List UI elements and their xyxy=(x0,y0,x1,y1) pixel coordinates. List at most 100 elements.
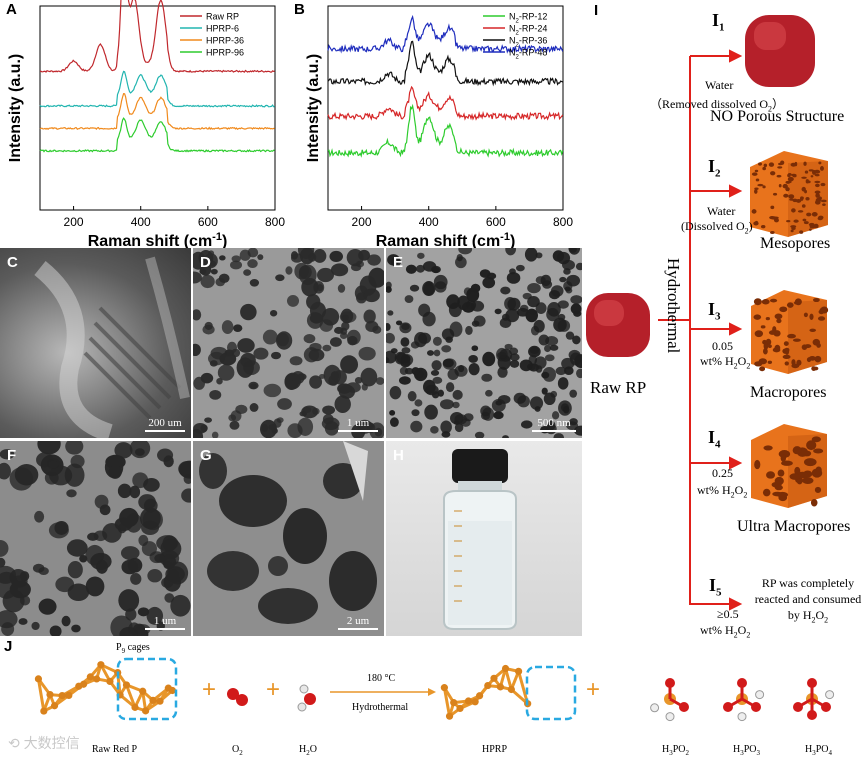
pore xyxy=(37,441,61,455)
pore xyxy=(249,278,260,287)
route-i5-tag: I5 xyxy=(709,575,722,599)
route-i3-result: Macropores xyxy=(750,384,827,401)
route-i3-cond: 0.05 xyxy=(712,339,733,353)
watermark-text: 大数控信 xyxy=(23,735,80,751)
cube-pore xyxy=(751,209,757,214)
pore xyxy=(38,598,57,615)
x-tick-label-1: 400 xyxy=(131,215,151,229)
sem-d-pores xyxy=(193,248,384,438)
h-atom xyxy=(755,690,765,700)
cube-pore xyxy=(784,347,790,353)
pore xyxy=(31,621,40,631)
x-tick-label-2: 600 xyxy=(198,215,218,229)
photo-h: H xyxy=(386,441,582,636)
cube-pore xyxy=(819,166,824,171)
pore xyxy=(557,251,571,265)
cube-pore xyxy=(795,198,802,203)
pore xyxy=(432,376,443,384)
pore xyxy=(329,337,342,347)
h-atom xyxy=(650,703,660,713)
o-atom xyxy=(665,678,675,688)
pore xyxy=(473,315,486,327)
pore xyxy=(430,426,439,434)
panel-label-i: I xyxy=(594,2,599,19)
pore xyxy=(170,594,191,617)
cube-pore xyxy=(776,318,782,324)
pore xyxy=(468,363,480,376)
scheme-j xyxy=(34,657,835,722)
pore xyxy=(430,369,440,376)
pore xyxy=(448,302,462,318)
vial-illustration xyxy=(443,449,517,630)
cube-pore xyxy=(809,313,814,320)
panel-label-a: A xyxy=(6,1,17,18)
cube-pore xyxy=(802,218,807,222)
pore xyxy=(200,274,215,289)
pore xyxy=(442,358,454,368)
pore xyxy=(141,541,157,557)
pore xyxy=(309,375,323,389)
cube-pore xyxy=(763,445,773,451)
pore xyxy=(452,389,463,400)
pore xyxy=(563,405,570,414)
series-line-3 xyxy=(39,117,275,153)
atom xyxy=(149,696,157,704)
pore xyxy=(200,372,214,384)
pore xyxy=(193,271,202,284)
pore xyxy=(414,331,428,348)
pore xyxy=(570,303,582,315)
pore xyxy=(243,269,252,276)
pore xyxy=(527,282,541,294)
cube-pore xyxy=(802,477,814,484)
pore xyxy=(130,573,142,585)
pore xyxy=(341,321,350,331)
sem-g-pores xyxy=(193,441,384,636)
pore xyxy=(303,347,320,363)
cube-pore xyxy=(794,298,802,306)
cube-pore xyxy=(768,162,775,167)
legend-label-0: Raw RP xyxy=(206,12,239,22)
pore xyxy=(529,346,539,355)
o-atom xyxy=(737,678,747,688)
cube-pore xyxy=(814,190,821,194)
pore xyxy=(574,354,582,369)
cube-pore xyxy=(774,313,783,320)
pore xyxy=(540,274,552,286)
pore xyxy=(207,351,225,366)
cube-side xyxy=(788,300,827,374)
atom xyxy=(496,683,505,691)
cube-pore xyxy=(754,220,758,224)
scale-bar-f: 1 um xyxy=(145,615,185,630)
cube-pore xyxy=(774,344,781,351)
cube-pore xyxy=(817,216,823,221)
pore xyxy=(520,420,533,429)
pore xyxy=(221,320,234,335)
raw-red-p-label: Raw Red P xyxy=(92,744,137,755)
pore xyxy=(386,323,391,331)
pore xyxy=(426,350,435,356)
cube-pore xyxy=(787,333,796,339)
pore xyxy=(156,535,179,552)
pore xyxy=(96,559,108,574)
plot-frame xyxy=(327,5,564,211)
pore xyxy=(445,336,453,343)
pore xyxy=(375,377,384,385)
cube-pore xyxy=(789,473,801,480)
pore xyxy=(432,336,442,346)
h2o-label: H2O xyxy=(299,744,317,757)
pore xyxy=(549,344,559,351)
pore xyxy=(557,313,566,321)
cube-pore xyxy=(787,173,791,178)
h3po2-label: H3PO2 xyxy=(662,744,690,757)
pore xyxy=(309,313,324,324)
pore xyxy=(455,256,467,269)
cube-pore xyxy=(790,162,797,167)
pore xyxy=(404,295,414,303)
pore xyxy=(481,373,493,382)
cube-pore xyxy=(754,187,759,190)
pore xyxy=(390,256,402,267)
pore xyxy=(147,569,163,583)
pore xyxy=(557,377,569,390)
pore xyxy=(330,263,349,277)
pore xyxy=(119,507,139,528)
